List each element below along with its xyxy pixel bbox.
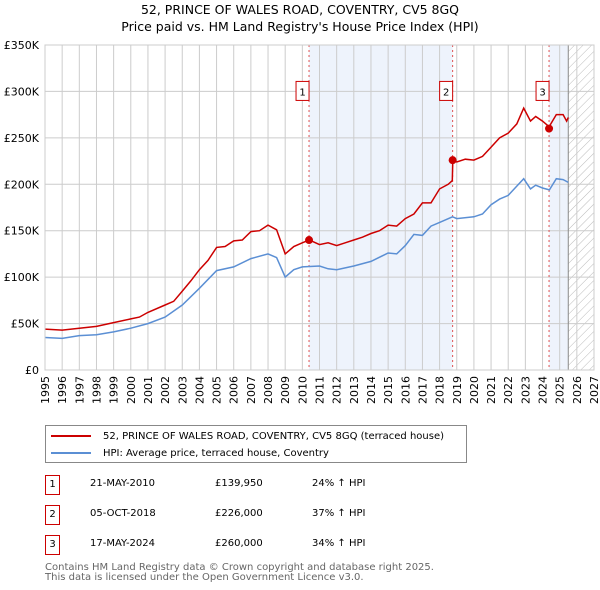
x-tick-label: 2001 [142, 376, 155, 404]
transaction-hpi-delta: 24% ↑ HPI [312, 478, 366, 489]
x-tick-label: 2011 [314, 376, 327, 404]
y-tick-label: £200K [4, 178, 40, 191]
legend-item-property: 52, PRINCE OF WALES ROAD, COVENTRY, CV5 … [46, 428, 444, 444]
property-price-line [44, 106, 569, 331]
hpi-line [44, 177, 569, 340]
y-tick-label: £0 [25, 364, 39, 377]
chart-title: 52, PRINCE OF WALES ROAD, COVENTRY, CV5 … [140, 2, 460, 17]
x-tick-label: 2004 [193, 376, 206, 404]
x-tick-label: 1999 [108, 376, 121, 404]
legend-label-hpi: HPI: Average price, terraced house, Cove… [103, 447, 329, 459]
transaction-number: 1 [45, 475, 60, 495]
x-tick-label: 1998 [90, 376, 103, 404]
x-tick-label: 2023 [519, 376, 532, 404]
x-tick-label: 2002 [159, 376, 172, 404]
transaction-number: 3 [45, 535, 60, 555]
footer-licence: This data is licensed under the Open Gov… [45, 572, 364, 583]
transaction-row: 2 05-OCT-2018 £226,000 37% ↑ HPI [45, 505, 465, 525]
transaction-price: £226,000 [215, 508, 263, 519]
transaction-hpi-delta: 37% ↑ HPI [312, 508, 366, 519]
shaded-period-1-2 [309, 45, 453, 370]
legend-item-hpi: HPI: Average price, terraced house, Cove… [46, 445, 329, 461]
sale-label-box-2 [439, 80, 454, 101]
y-tick-label: £100K [4, 271, 40, 284]
footer-copyright: Contains HM Land Registry data © Crown c… [45, 562, 434, 573]
x-tick-label: 2019 [451, 376, 464, 404]
sale-point-3 [545, 124, 554, 133]
sale-label-box-3 [535, 80, 550, 101]
legend-swatch-property [51, 435, 91, 437]
transaction-price: £260,000 [215, 538, 263, 549]
y-tick-label: £150K [4, 225, 40, 238]
x-tick-label: 1997 [73, 376, 86, 404]
sale-label-2: 2 [443, 87, 449, 98]
x-tick-label: 1995 [39, 376, 52, 404]
chart-subtitle: Price paid vs. HM Land Registry's House … [121, 19, 479, 34]
legend: 52, PRINCE OF WALES ROAD, COVENTRY, CV5 … [45, 425, 467, 463]
sale-label-1: 1 [299, 87, 305, 98]
transaction-number: 2 [45, 505, 60, 525]
transaction-date: 17-MAY-2024 [90, 538, 156, 549]
x-tick-label: 2020 [468, 376, 481, 404]
x-tick-label: 2006 [228, 376, 241, 404]
x-tick-label: 2003 [176, 376, 189, 404]
plot-border [44, 44, 595, 371]
x-tick-label: 2016 [399, 376, 412, 404]
x-tick-label: 2015 [382, 376, 395, 404]
x-tick-label: 2018 [434, 376, 447, 404]
x-tick-label: 2008 [262, 376, 275, 404]
forecast-hatch [568, 45, 594, 370]
x-tick-label: 2000 [125, 376, 138, 404]
x-tick-label: 2027 [588, 376, 600, 404]
x-tick-label: 2026 [571, 376, 584, 404]
sale-label-box-1 [295, 80, 310, 101]
x-tick-label: 2005 [211, 376, 224, 404]
x-tick-label: 2007 [245, 376, 258, 404]
y-tick-label: £300K [4, 85, 40, 98]
transaction-date: 05-OCT-2018 [90, 508, 156, 519]
y-tick-label: £350K [4, 39, 40, 52]
price-chart: 1995 1996 1997 1998 1999 2000 2001 2002 2003 2004… [4, 39, 600, 404]
x-tick-label: 2013 [348, 376, 361, 404]
transaction-date: 21-MAY-2010 [90, 478, 156, 489]
sale-point-2 [448, 156, 457, 165]
sale-label-3: 3 [539, 87, 545, 98]
x-tick-label: 2010 [296, 376, 309, 404]
x-tick-label: 2024 [537, 376, 550, 404]
transaction-row: 3 17-MAY-2024 £260,000 34% ↑ HPI [45, 535, 465, 555]
x-tick-label: 2017 [416, 376, 429, 404]
transaction-hpi-delta: 34% ↑ HPI [312, 538, 366, 549]
sale-point-1 [305, 236, 314, 245]
shaded-period-3 [549, 45, 569, 370]
transaction-row: 1 21-MAY-2010 £139,950 24% ↑ HPI [45, 475, 465, 495]
x-tick-label: 2014 [365, 376, 378, 404]
x-tick-label: 2012 [331, 376, 344, 404]
legend-label-property: 52, PRINCE OF WALES ROAD, COVENTRY, CV5 … [103, 430, 445, 442]
y-tick-label: £50K [11, 318, 40, 331]
transaction-price: £139,950 [215, 478, 263, 489]
x-tick-label: 2025 [554, 376, 567, 404]
legend-swatch-hpi [51, 452, 91, 454]
x-tick-label: 2022 [502, 376, 515, 404]
x-tick-label: 1996 [56, 376, 69, 404]
x-tick-label: 2021 [485, 376, 498, 404]
y-tick-label: £250K [4, 132, 40, 145]
x-tick-label: 2009 [279, 376, 292, 404]
